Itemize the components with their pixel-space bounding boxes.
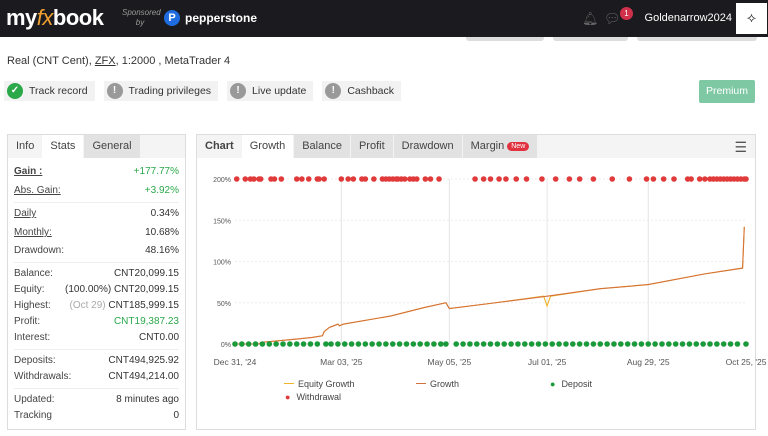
monthly-row: Monthly: 10.68%	[14, 227, 179, 238]
check-icon: ✓	[7, 83, 23, 99]
tab-balance[interactable]: Balance	[294, 135, 350, 158]
abs-gain-row: Abs. Gain: +3.92%	[14, 185, 179, 196]
chip-cashback[interactable]: ! Cashback	[322, 81, 402, 101]
chat-icon[interactable]: 💬︎	[604, 11, 621, 26]
myfxbook-logo[interactable]: myfxbook	[6, 5, 104, 30]
pepperstone-logo-icon: P	[164, 10, 180, 26]
tab-stats[interactable]: Stats	[42, 135, 84, 158]
tab-drawdown[interactable]: Drawdown	[393, 135, 462, 158]
sponsored-label: Sponsored by	[122, 8, 161, 27]
exclamation-icon: !	[106, 83, 123, 99]
drawdown-row: Drawdown: 48.16%	[14, 245, 179, 256]
chart-panel: Chart Growth Balance Profit Drawdown Mar…	[196, 134, 756, 430]
chip-track-record[interactable]: ✓ Track record	[4, 81, 95, 101]
interest-row: Interest: CNT0.00	[14, 332, 179, 343]
exclamation-icon: !	[230, 83, 247, 99]
tab-margin[interactable]: Margin New	[462, 135, 538, 158]
daily-row: Daily 0.34%	[14, 208, 179, 219]
legend-deposit[interactable]: ● Deposit	[550, 379, 592, 389]
top-nav: myfxbook Sponsored by P pepperstone 🔔︎ 💬…	[0, 0, 768, 37]
bell-icon[interactable]: 🔔︎	[582, 11, 599, 26]
legend-growth[interactable]: Growth	[416, 379, 459, 389]
profit-row: Profit: CNT19,387.23	[14, 316, 179, 327]
legend-equity-growth[interactable]: Equity Growth	[284, 379, 355, 389]
chip-live-update[interactable]: ! Live update	[227, 81, 314, 101]
balance-row: Balance: CNT20,099.15	[14, 268, 179, 279]
tab-growth[interactable]: Growth	[241, 135, 294, 158]
notification-badge: 1	[620, 7, 633, 20]
equity-row: Equity: (100.00%) CNT20,099.15	[14, 284, 179, 295]
deposits-row: Deposits: CNT494,925.92	[14, 355, 179, 366]
stats-panel: Info Stats General Gain : +177.77% Abs. G…	[7, 134, 186, 430]
withdrawals-row: Withdrawals: CNT494,214.00	[14, 371, 179, 382]
gain-row: Gain : +177.77%	[14, 166, 179, 177]
status-chips: ✓ Track record ! Trading privileges ! Live …	[4, 81, 402, 101]
tracking-row: Tracking 0	[14, 410, 179, 421]
tab-general[interactable]: General	[84, 135, 140, 158]
sponsor-name[interactable]: pepperstone	[185, 11, 258, 25]
legend-withdrawal[interactable]: ● Withdrawal	[285, 392, 341, 402]
account-info: Real (CNT Cent), ZFX, 1:2000 , MetaTrade…	[7, 55, 231, 67]
updated-row: Updated: 8 minutes ago	[14, 394, 179, 405]
tab-chart[interactable]: Chart	[205, 140, 234, 152]
new-badge: New	[507, 142, 530, 151]
tab-profit[interactable]: Profit	[350, 135, 393, 158]
avatar[interactable]: ⟡	[736, 3, 767, 34]
broker-link[interactable]: ZFX	[94, 55, 116, 67]
premium-button[interactable]: Premium	[699, 80, 755, 103]
highest-row: Highest: (Oct 29) CNT185,999.15	[14, 300, 179, 311]
chart-settings-icon[interactable]: ☰	[734, 139, 747, 155]
tab-info[interactable]: Info	[16, 140, 35, 152]
exclamation-icon: !	[325, 83, 342, 99]
chip-trading-privileges[interactable]: ! Trading privileges	[103, 81, 219, 101]
username[interactable]: Goldenarrow2024	[644, 12, 732, 24]
